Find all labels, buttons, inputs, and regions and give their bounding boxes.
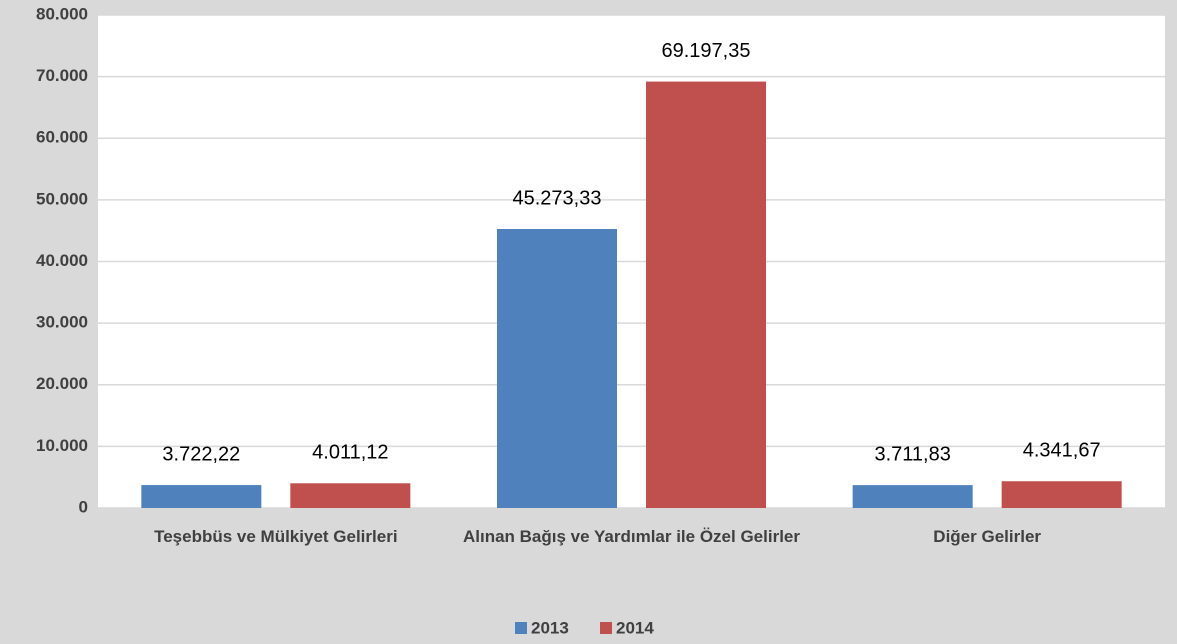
- legend-swatch: [600, 622, 612, 634]
- value-label: 3.711,83: [874, 443, 950, 465]
- x-tick-label: Teşebbüs ve Mülkiyet Gelirleri: [154, 527, 398, 546]
- x-tick-label: Alınan Bağış ve Yardımlar ile Özel Gelir…: [462, 527, 800, 546]
- bar: [497, 229, 617, 508]
- bar: [646, 81, 766, 509]
- bar: [1001, 481, 1122, 508]
- bar: [141, 485, 262, 508]
- y-tick-label: 30.000: [36, 313, 88, 332]
- value-label: 69.197,35: [662, 40, 751, 62]
- y-tick-label: 70.000: [36, 66, 88, 85]
- value-label: 45.273,33: [513, 187, 602, 209]
- bar: [852, 485, 973, 508]
- y-tick-label: 0: [79, 497, 88, 516]
- x-tick-label: Diğer Gelirler: [933, 527, 1042, 546]
- value-label: 4.011,12: [312, 442, 388, 464]
- value-label: 3.722,22: [162, 443, 240, 465]
- y-tick-label: 50.000: [36, 189, 88, 208]
- legend-label: 2013: [531, 618, 569, 637]
- bar: [290, 483, 411, 508]
- legend-swatch: [515, 622, 527, 634]
- y-tick-label: 20.000: [36, 374, 88, 393]
- y-tick-label: 10.000: [36, 436, 88, 455]
- y-tick-label: 60.000: [36, 128, 88, 147]
- y-tick-label: 40.000: [36, 251, 88, 270]
- value-label: 4.341,67: [1023, 440, 1101, 462]
- y-tick-label: 80.000: [36, 4, 88, 23]
- legend-label: 2014: [616, 618, 654, 637]
